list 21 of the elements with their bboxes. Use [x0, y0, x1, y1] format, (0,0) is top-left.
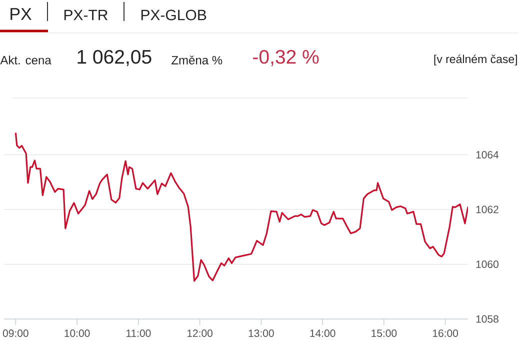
x-tick-label: 14:00: [310, 330, 336, 337]
y-tick-label: 1062: [476, 206, 498, 214]
text: -0,32 %: [253, 50, 319, 66]
text: Akt. cena: [0, 56, 52, 64]
text: PX-TR: [64, 10, 108, 20]
chart-title: PX: [10, 8, 32, 20]
x-tick-label: 10:00: [64, 330, 90, 337]
text: 1 062,05: [78, 50, 152, 66]
text: Změna %: [172, 56, 222, 64]
text: [v reálném čase]: [434, 54, 517, 66]
x-tick-label: 09:00: [2, 330, 28, 337]
y-tick-label: 1060: [476, 260, 498, 268]
x-tick-label: 12:00: [187, 330, 213, 337]
x-tick-label: 15:00: [372, 330, 397, 337]
y-tick-label: 1064: [476, 151, 499, 158]
x-tick-label: 13:00: [248, 330, 274, 337]
text: PX-GLOB: [141, 10, 206, 20]
y-tick-label: 1058: [476, 315, 498, 323]
line-series: [14, 132, 468, 282]
x-tick-label: 11:00: [126, 330, 151, 337]
x-tick-label: 16:00: [432, 330, 458, 337]
